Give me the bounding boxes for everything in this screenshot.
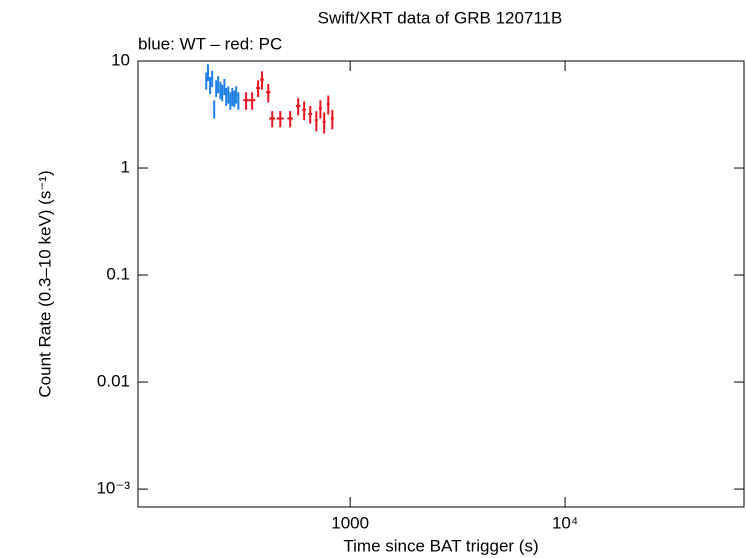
x-tick-label: 1000 — [331, 513, 369, 532]
x-axis-label: Time since BAT trigger (s) — [343, 536, 538, 555]
x-tick-label: 10⁴ — [552, 513, 578, 532]
chart-subtitle: blue: WT – red: PC — [138, 34, 282, 53]
y-tick-label: 1 — [121, 158, 130, 177]
y-tick-label: 10 — [111, 50, 130, 69]
y-axis-label: Count Rate (0.3–10 keV) (s⁻¹) — [35, 170, 54, 397]
y-tick-label: 10⁻³ — [96, 479, 130, 498]
y-tick-label: 0.01 — [97, 372, 130, 391]
chart-title: Swift/XRT data of GRB 120711B — [318, 8, 563, 27]
y-tick-label: 0.1 — [106, 265, 130, 284]
plot-frame — [137, 60, 745, 508]
